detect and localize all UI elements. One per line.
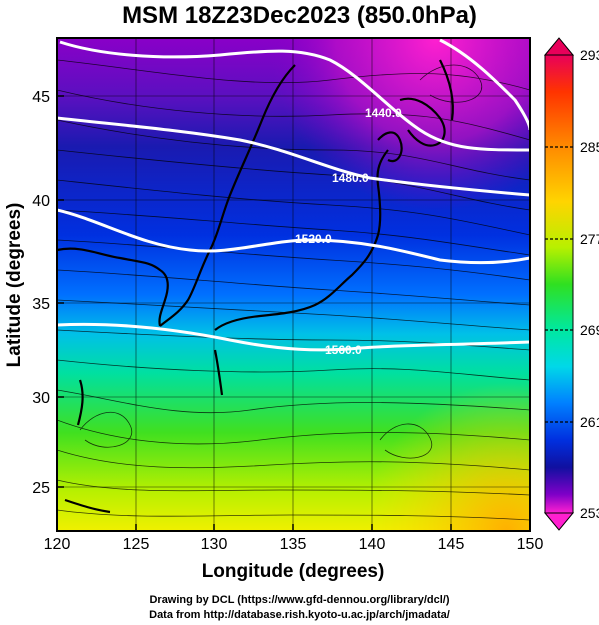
map-title: MSM 18Z23Dec2023 (850.0hPa) <box>122 2 477 29</box>
y-tick-label: 45 <box>32 89 50 106</box>
contour-label-1520: 1520.0 <box>295 232 332 246</box>
x-tick-label: 125 <box>123 536 150 553</box>
graticule <box>57 38 530 531</box>
x-axis <box>56 524 531 531</box>
x-tick-label: 120 <box>44 536 71 553</box>
colorbar-tick-label: 285 <box>580 139 599 155</box>
contour-label-1440: 1440.0 <box>365 106 402 120</box>
colorbar-tick-label: 261 <box>580 414 599 430</box>
contour-1480 <box>57 116 530 197</box>
contour-label-1480: 1480.0 <box>332 171 369 185</box>
colorbar-tick-label: 253 <box>580 505 599 521</box>
x-axis-label: Longitude (degrees) <box>202 561 385 582</box>
contour-1520 <box>57 208 530 265</box>
y-tick-label: 35 <box>32 296 50 313</box>
contour-1560 <box>57 322 530 352</box>
x-tick-label: 150 <box>517 536 544 553</box>
x-tick-label: 135 <box>280 536 307 553</box>
contour-1440 <box>59 40 530 152</box>
colorbar-tick-label: 269 <box>580 322 599 338</box>
colorbar-top-arrow <box>543 37 575 56</box>
y-axis-label: Latitude (degrees) <box>4 203 25 368</box>
credits: Drawing by DCL (https://www.gfd-dennou.o… <box>0 593 599 623</box>
credit-data-source: Data from http://database.rish.kyoto-u.a… <box>149 609 450 621</box>
x-tick-labels: 120 125 130 135 140 145 150 <box>44 536 544 553</box>
y-tick-labels: 25 30 35 40 45 <box>32 89 50 497</box>
plot-area: 1440.0 1480.0 1520.0 1560.0 <box>57 38 530 531</box>
y-tick-label: 25 <box>32 480 50 497</box>
credit-drawing: Drawing by DCL (https://www.gfd-dennou.o… <box>149 594 450 606</box>
wind-streamlines <box>57 59 530 521</box>
x-tick-label: 145 <box>438 536 465 553</box>
warm-region <box>57 38 530 531</box>
y-tick-label: 40 <box>32 193 50 210</box>
colorbar: 293 285 277 269 261 253 <box>543 37 599 531</box>
colorbar-tick-label: 293 <box>580 47 599 63</box>
colorbar-bottom-arrow <box>543 512 575 531</box>
contour-label-1560: 1560.0 <box>325 343 362 357</box>
x-tick-label: 130 <box>201 536 228 553</box>
y-tick-label: 30 <box>32 390 50 407</box>
height-contours <box>57 38 530 352</box>
colorbar-scale <box>544 54 574 514</box>
x-tick-label: 140 <box>359 536 386 553</box>
y-axis <box>57 95 64 488</box>
contour-labels: 1440.0 1480.0 1520.0 1560.0 <box>295 106 402 357</box>
colorbar-tick-label: 277 <box>580 231 599 247</box>
